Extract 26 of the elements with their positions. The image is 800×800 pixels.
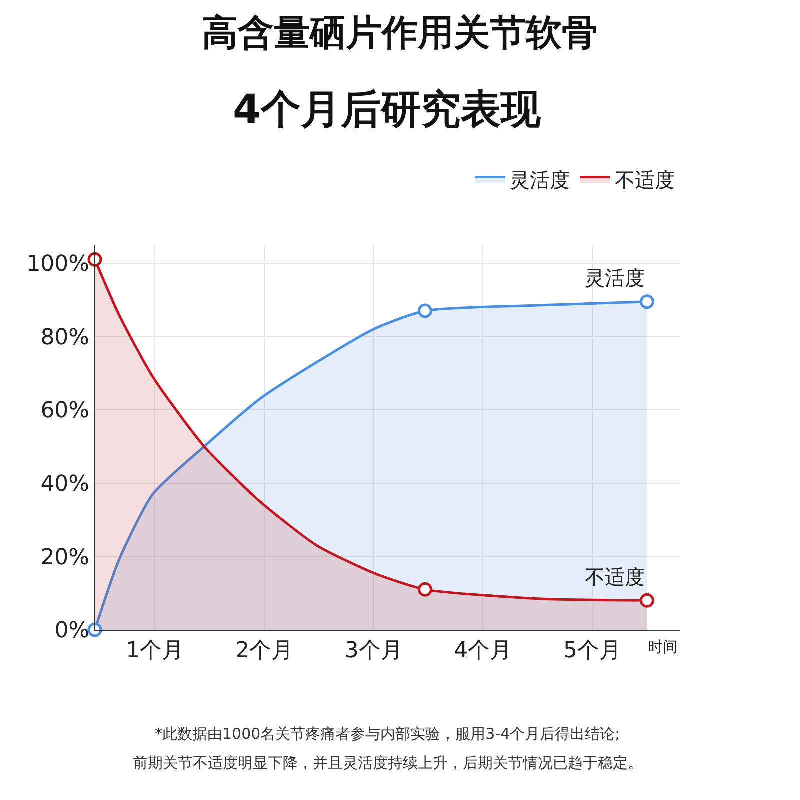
y-tick-label: 80%	[40, 325, 90, 350]
point	[418, 582, 432, 597]
legend-label: 不适度	[615, 168, 675, 192]
y-tick-label: 40%	[40, 472, 90, 498]
point	[88, 252, 102, 267]
x-axis-title: 时间	[648, 638, 678, 656]
x-tick-label: 1个月	[126, 638, 184, 664]
chart-title: 高含量硒片作用关节软骨	[202, 13, 598, 54]
legend-label: 灵活度	[510, 168, 570, 192]
y-tick-label: 100%	[26, 252, 90, 278]
point	[418, 304, 432, 318]
x-tick-label: 4个月	[454, 638, 512, 664]
point	[640, 593, 654, 608]
x-tick-label: 3个月	[344, 638, 403, 664]
x-tick-label: 5个月	[564, 638, 622, 664]
point	[88, 622, 102, 638]
y-tick-label: 0%	[54, 618, 90, 644]
chart-subtitle: 4个月后研究表现	[233, 87, 542, 133]
y-tick-label: 20%	[40, 545, 90, 570]
x-tick-label: 2个月	[235, 638, 294, 664]
text: 前期关节不适度明显下降，并且灵活度持续上升，后期关节情况已趋于稳定。	[133, 754, 643, 772]
y-tick-label: 60%	[40, 398, 90, 424]
text: *此数据由1000名关节疼痛者参与内部实验，服用3-4个月后得出结论;	[155, 725, 620, 743]
text: 不适度	[585, 565, 645, 589]
point	[640, 294, 654, 310]
text: 灵活度	[585, 266, 645, 290]
